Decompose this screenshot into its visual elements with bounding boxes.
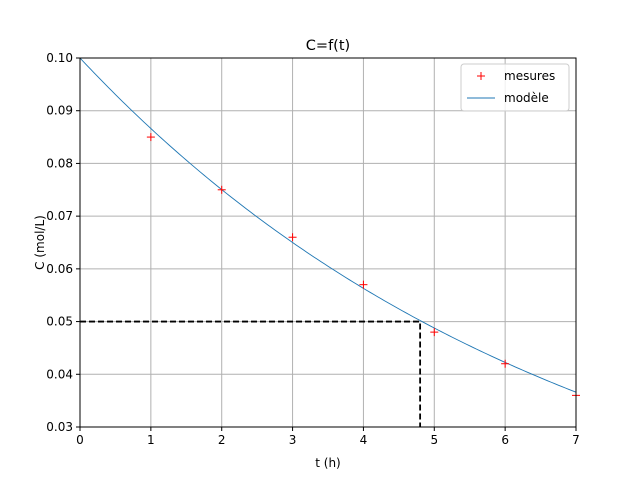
x-tick-label: 1 xyxy=(147,433,155,447)
x-tick-label: 4 xyxy=(360,433,368,447)
x-tick-label: 3 xyxy=(289,433,297,447)
plot-frame xyxy=(79,57,577,428)
y-tick-label: 0.09 xyxy=(46,104,73,118)
ticks: 0 1 2 3 4 5 6 7 0.03 0.04 0.05 0.06 0.07 0.08 0.09 0.10 xyxy=(46,51,580,447)
x-tick-label: 5 xyxy=(430,433,438,447)
y-axis-label: C (mol/L) xyxy=(33,215,47,270)
x-tick-label: 7 xyxy=(572,433,580,447)
y-tick-label: 0.10 xyxy=(46,51,73,65)
legend-label-mesures: mesures xyxy=(504,69,555,83)
data-point-mesures xyxy=(288,233,297,242)
x-tick-label: 0 xyxy=(76,433,84,447)
series-layer xyxy=(79,57,580,427)
y-tick-label: 0.04 xyxy=(46,367,73,381)
data-point-mesures xyxy=(359,280,368,289)
chart-title: C=f(t) xyxy=(306,38,350,54)
y-tick-label: 0.06 xyxy=(46,262,73,276)
y-tick-label: 0.07 xyxy=(46,209,73,223)
reference-dashed-line xyxy=(80,320,422,427)
y-tick-label: 0.05 xyxy=(46,315,73,329)
x-tick-label: 2 xyxy=(218,433,226,447)
data-point-mesures xyxy=(146,133,155,142)
legend-box xyxy=(460,63,570,112)
legend-label-modele: modèle xyxy=(504,91,549,105)
x-axis-label: t (h) xyxy=(315,456,341,470)
series-modele-line xyxy=(79,57,577,393)
data-point-mesures xyxy=(217,185,226,194)
data-point-mesures xyxy=(501,359,510,368)
y-tick-label: 0.08 xyxy=(46,156,73,170)
x-tick-label: 6 xyxy=(501,433,509,447)
data-point-mesures xyxy=(430,328,439,337)
legend: mesures modèle xyxy=(460,63,570,112)
y-tick-label: 0.03 xyxy=(46,420,73,434)
